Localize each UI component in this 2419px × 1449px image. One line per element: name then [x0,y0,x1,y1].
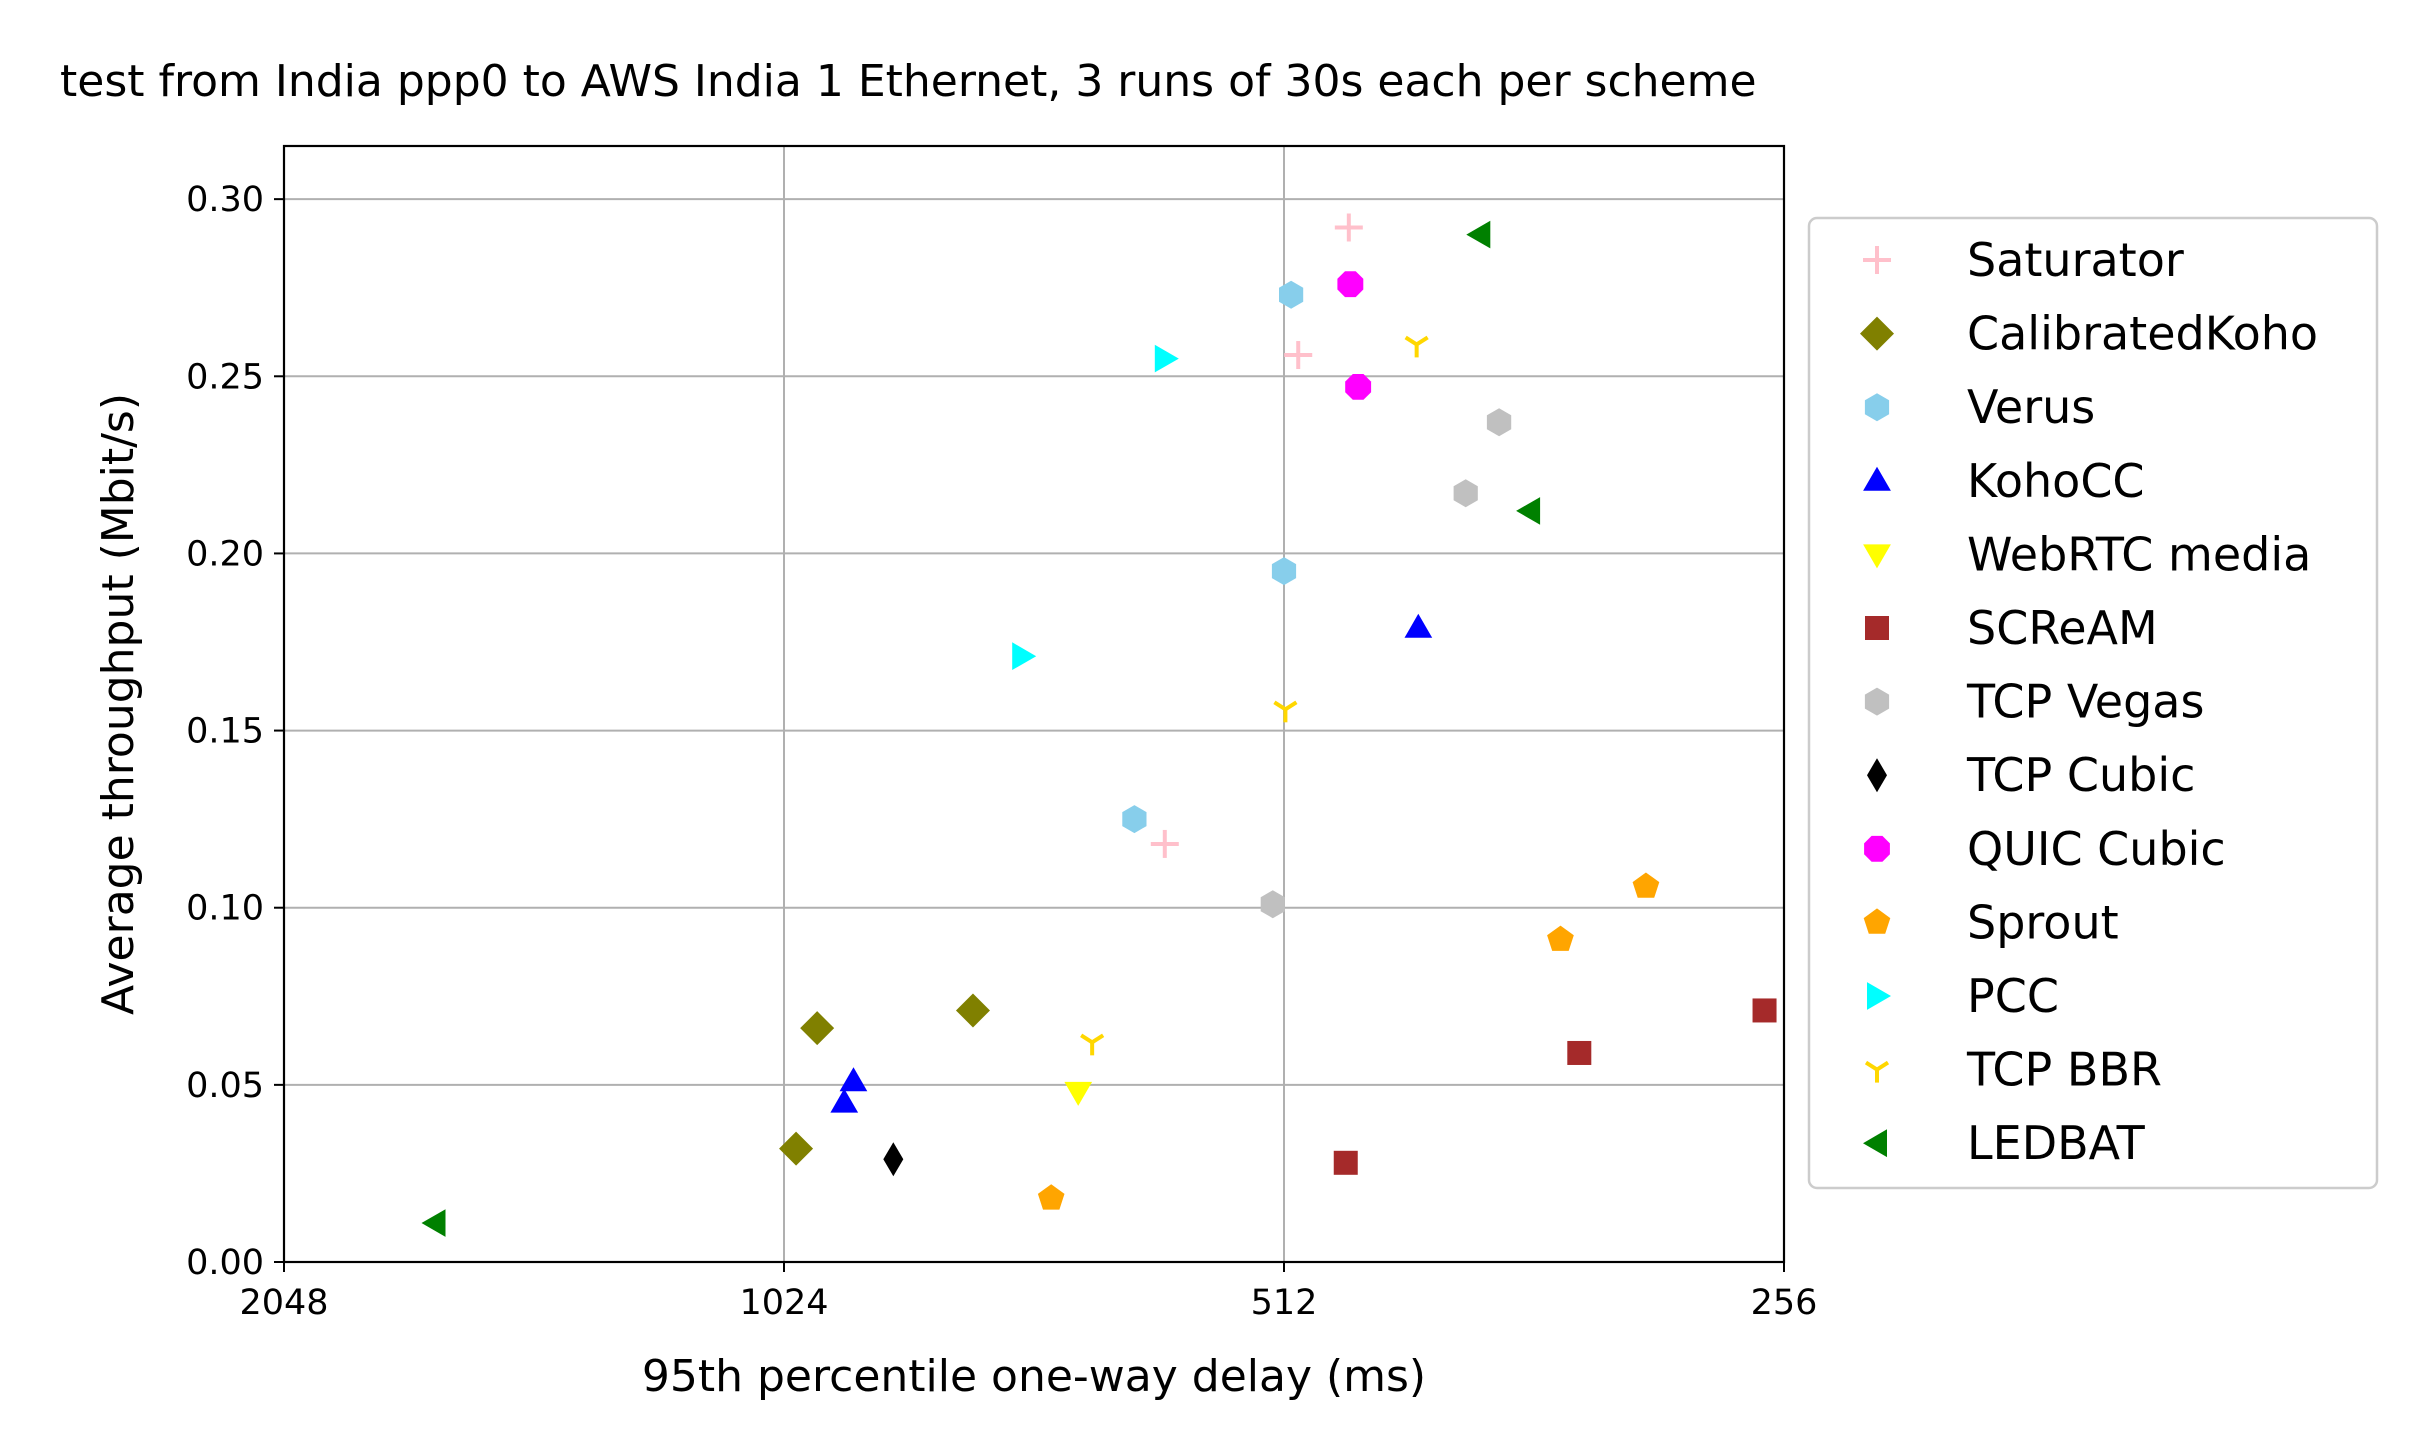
legend-label: TCP BBR [1966,1043,2162,1097]
legend-marker-kohocc [1863,466,1891,491]
y-tick-label: 0.15 [186,712,264,752]
y-tick-label: 0.30 [186,180,264,220]
data-point-tcp-vegas [1486,408,1512,437]
x-axis-label: 95th percentile one-way delay (ms) [642,1351,1426,1402]
data-point-tcp-cubic [883,1142,904,1177]
data-point-calibratedkoho [779,1131,814,1166]
data-point-tcp-bbr [1404,335,1429,358]
legend-label: TCP Vegas [1966,675,2204,729]
grid-lines [283,146,1785,1263]
legend-box [1807,216,2379,1190]
axis-ticks: 2048 1024 512 256 0.00 0.05 0.10 0.15 0.20 0.25 0.… [186,180,1817,1323]
legend-marker-calibratedkoho [1860,316,1894,351]
data-point-ledbat [1516,497,1541,525]
data-point-ledbat [421,1209,446,1237]
data-points [421,213,1777,1237]
legend-item-kohocc: KohoCC [1863,454,2145,508]
data-point-tcp-vegas [1453,479,1478,508]
x-tick-label: 1024 [739,1283,828,1323]
legend-item-ledbat: LEDBAT [1863,1116,2146,1170]
legend-marker-pcc [1867,982,1891,1010]
x-tick-label: 256 [1751,1283,1818,1323]
legend-label: KohoCC [1967,454,2145,508]
y-axis-label: Average throughput (Mbit/s) [93,393,144,1015]
data-point-pcc [1012,642,1037,670]
data-point-calibratedkoho [955,993,990,1028]
legend-item-saturator: Saturator [1863,233,2184,287]
legend-item-verus: Verus [1864,380,2095,434]
legend-item-scream: SCReAM [1865,601,2158,655]
data-point-saturator [1334,213,1363,242]
legend-label: TCP Cubic [1966,748,2195,802]
data-point-saturator [1284,341,1313,370]
legend-marker-scream [1865,616,1889,640]
data-point-scream [1333,1150,1358,1175]
data-point-saturator [1150,829,1179,858]
legend-marker-ledbat [1863,1129,1887,1158]
legend-marker-tcp-vegas [1864,687,1890,716]
y-tick-label: 0.20 [186,534,264,574]
data-point-quic-cubic [1337,271,1364,298]
legend-label: SCReAM [1967,601,2158,655]
legend-item-tcp-cubic: TCP Cubic [1867,748,2195,802]
legend-label: Sprout [1967,895,2119,949]
legend-marker-sprout [1863,908,1891,934]
legend-label: CalibratedKoho [1967,307,2318,361]
y-tick-label: 0.25 [186,357,264,397]
legend-marker-webrtc-media [1863,544,1891,569]
legend-marker-verus [1864,393,1890,422]
data-point-verus [1279,280,1304,309]
plot-frame [282,144,1786,1264]
legend-item-calibratedkoho: CalibratedKoho [1860,307,2318,361]
data-point-verus [1122,805,1147,834]
data-point-scream [1567,1040,1592,1065]
x-tick-label: 512 [1251,1283,1318,1323]
legend-label: Verus [1967,380,2095,434]
legend-item-tcp-bbr: TCP BBR [1864,1043,2162,1097]
legend-item-pcc: PCC [1867,969,2059,1023]
legend-marker-saturator [1863,246,1891,274]
legend-label: QUIC Cubic [1967,822,2226,876]
legend-marker-tcp-cubic [1867,758,1887,793]
y-tick-label: 0.05 [186,1066,264,1106]
legend-marker-tcp-bbr [1864,1060,1890,1083]
legend-marker-quic-cubic [1864,835,1890,862]
data-point-sprout [1547,925,1574,951]
chart-title: test from India ppp0 to AWS India 1 Ethe… [60,56,1757,107]
legend: Saturator CalibratedKoho Verus KohoCC WebRTC… [1860,233,2318,1170]
data-point-sprout [1037,1184,1065,1210]
legend-label: LEDBAT [1967,1116,2146,1170]
data-point-sprout [1632,872,1660,898]
data-point-tcp-bbr [1273,700,1298,723]
legend-label: PCC [1967,969,2059,1023]
data-point-verus [1271,557,1297,586]
data-point-kohocc [839,1067,868,1092]
legend-item-quic-cubic: QUIC Cubic [1864,822,2226,876]
data-point-tcp-vegas [1260,890,1285,919]
data-point-webrtc-media [1064,1081,1093,1106]
data-point-kohocc [830,1088,859,1113]
legend-label: Saturator [1967,233,2184,287]
data-point-scream [1752,998,1777,1023]
data-point-quic-cubic [1345,374,1372,400]
legend-item-sprout: Sprout [1863,895,2119,949]
legend-item-tcp-vegas: TCP Vegas [1864,675,2204,729]
y-tick-label: 0.00 [186,1243,264,1283]
data-point-kohocc [1404,613,1433,638]
legend-label: WebRTC media [1967,527,2311,581]
data-point-calibratedkoho [800,1011,835,1046]
data-point-ledbat [1466,220,1491,249]
x-tick-label: 2048 [239,1283,328,1323]
data-point-pcc [1154,344,1179,373]
y-tick-label: 0.10 [186,889,264,929]
legend-item-webrtc-media: WebRTC media [1863,527,2311,581]
data-point-tcp-bbr [1080,1033,1105,1056]
